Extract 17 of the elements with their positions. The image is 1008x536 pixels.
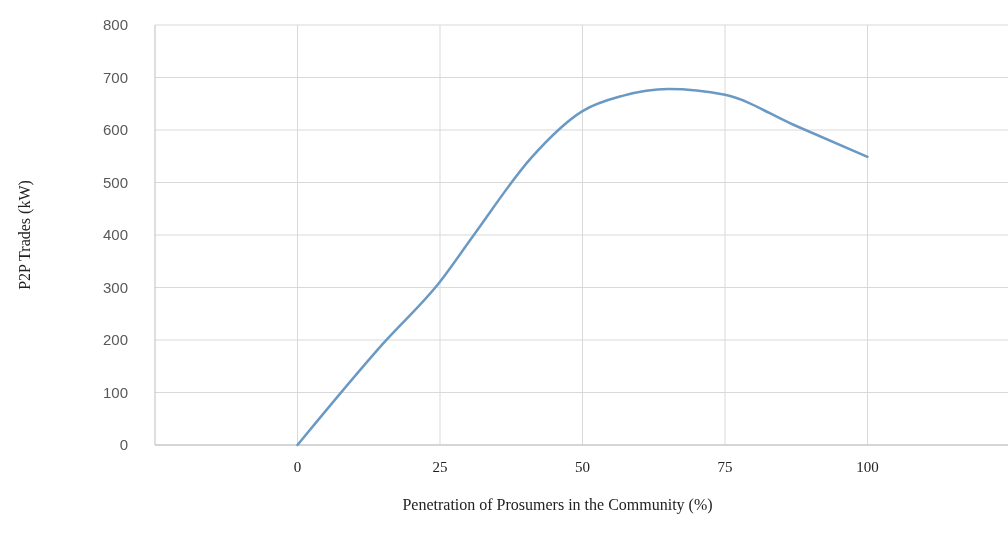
y-tick-label: 200 xyxy=(102,331,128,349)
y-tick-label: 400 xyxy=(102,226,128,244)
x-axis-title: Penetration of Prosumers in the Community (%) xyxy=(402,496,713,514)
y-tick-label: 0 xyxy=(119,436,128,454)
y-tick-label: 600 xyxy=(102,121,128,139)
x-tick-label: 75 xyxy=(717,459,733,475)
x-tick-label: 50 xyxy=(575,459,590,475)
y-tick-label: 100 xyxy=(102,383,128,401)
y-tick-label: 300 xyxy=(102,278,128,296)
x-tick-label: 0 xyxy=(293,459,302,475)
y-axis-title: P2P Trades (kW) xyxy=(16,180,34,290)
line-series xyxy=(296,87,869,447)
y-tick-label: 500 xyxy=(102,173,128,191)
x-tick-label: 100 xyxy=(856,459,879,475)
y-tick-label: 700 xyxy=(102,68,128,86)
y-tick-label: 800 xyxy=(102,16,128,34)
x-tick-label: 25 xyxy=(432,459,448,475)
